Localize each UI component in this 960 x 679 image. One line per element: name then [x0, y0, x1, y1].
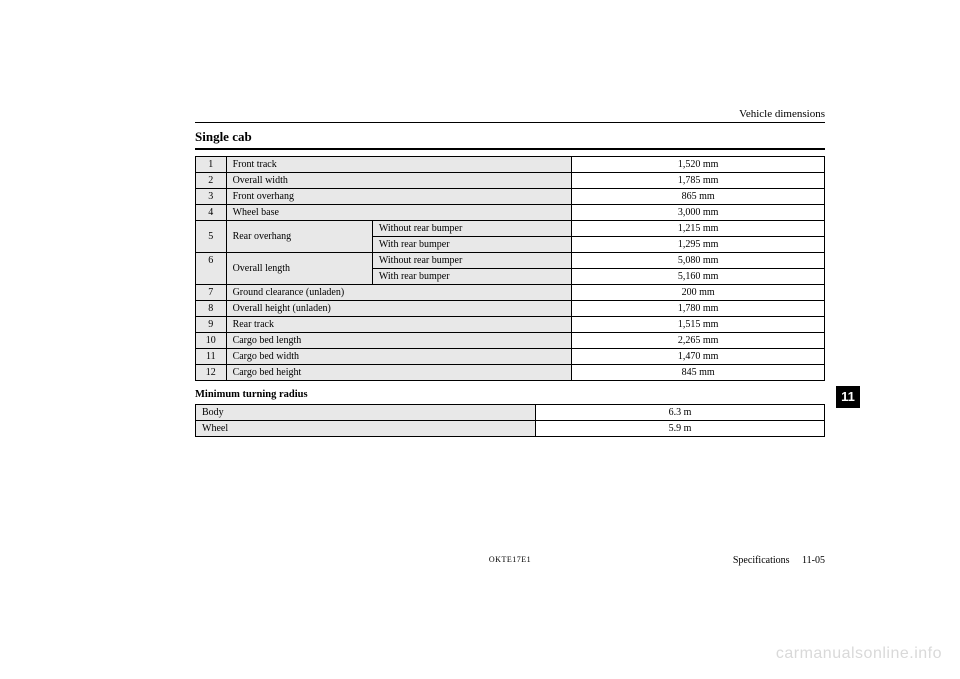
row-sublabel: Without rear bumper	[372, 221, 571, 237]
row-label: Front track	[226, 157, 572, 173]
row-value: 1,515 mm	[572, 317, 825, 333]
table-row: 8 Overall height (unladen) 1,780 mm	[196, 301, 825, 317]
section-title: Single cab	[195, 129, 825, 145]
row-label: Wheel	[196, 421, 536, 437]
table-row: 1 Front track 1,520 mm	[196, 157, 825, 173]
footer-code: OKTE17E1	[195, 555, 825, 564]
table-row: 6 Overall length Without rear bumper 5,0…	[196, 253, 825, 269]
table-row: 5 Rear overhang Without rear bumper 1,21…	[196, 221, 825, 237]
row-label: Rear overhang	[226, 221, 372, 253]
row-value: 1,470 mm	[572, 349, 825, 365]
row-value: 200 mm	[572, 285, 825, 301]
table-row: 10 Cargo bed length 2,265 mm	[196, 333, 825, 349]
row-number: 10	[196, 333, 227, 349]
turning-heading: Minimum turning radius	[195, 389, 825, 400]
row-sublabel: With rear bumper	[372, 269, 571, 285]
page-content: Vehicle dimensions Single cab 1 Front tr…	[195, 108, 825, 437]
row-value: 845 mm	[572, 365, 825, 381]
watermark: carmanualsonline.info	[776, 645, 942, 663]
row-value: 5.9 m	[536, 421, 825, 437]
row-value: 1,520 mm	[572, 157, 825, 173]
row-number: 4	[196, 205, 227, 221]
row-label: Front overhang	[226, 189, 572, 205]
row-label: Cargo bed height	[226, 365, 572, 381]
row-number: 5	[196, 221, 227, 253]
row-sublabel: With rear bumper	[372, 237, 571, 253]
section-rule	[195, 148, 825, 150]
row-number: 6	[196, 253, 227, 285]
table-row: Wheel 5.9 m	[196, 421, 825, 437]
row-label: Body	[196, 405, 536, 421]
row-label: Rear track	[226, 317, 572, 333]
table-row: 7 Ground clearance (unladen) 200 mm	[196, 285, 825, 301]
row-number: 12	[196, 365, 227, 381]
row-number: 7	[196, 285, 227, 301]
row-value: 1,215 mm	[572, 221, 825, 237]
row-number: 8	[196, 301, 227, 317]
row-label: Overall height (unladen)	[226, 301, 572, 317]
row-number: 3	[196, 189, 227, 205]
row-value: 1,295 mm	[572, 237, 825, 253]
row-sublabel: Without rear bumper	[372, 253, 571, 269]
row-label: Ground clearance (unladen)	[226, 285, 572, 301]
row-value: 5,160 mm	[572, 269, 825, 285]
table-row: 4 Wheel base 3,000 mm	[196, 205, 825, 221]
row-number: 1	[196, 157, 227, 173]
table-row: 9 Rear track 1,515 mm	[196, 317, 825, 333]
row-label: Overall length	[226, 253, 372, 285]
row-number: 11	[196, 349, 227, 365]
row-value: 1,780 mm	[572, 301, 825, 317]
row-value: 6.3 m	[536, 405, 825, 421]
table-row: 2 Overall width 1,785 mm	[196, 173, 825, 189]
row-value: 865 mm	[572, 189, 825, 205]
row-number: 2	[196, 173, 227, 189]
footer-page-number: 11-05	[802, 555, 825, 566]
header-category: Vehicle dimensions	[195, 108, 825, 120]
row-value: 1,785 mm	[572, 173, 825, 189]
row-label: Cargo bed length	[226, 333, 572, 349]
row-label: Wheel base	[226, 205, 572, 221]
header-rule	[195, 122, 825, 123]
row-value: 2,265 mm	[572, 333, 825, 349]
table-row: 11 Cargo bed width 1,470 mm	[196, 349, 825, 365]
section-tab: 11	[836, 386, 860, 408]
table-row: Body 6.3 m	[196, 405, 825, 421]
row-label: Cargo bed width	[226, 349, 572, 365]
footer-page-ref: Specifications 11-05	[733, 555, 825, 566]
dimensions-table: 1 Front track 1,520 mm 2 Overall width 1…	[195, 156, 825, 381]
turning-table: Body 6.3 m Wheel 5.9 m	[195, 404, 825, 437]
footer-section: Specifications	[733, 555, 790, 566]
table-row: 12 Cargo bed height 845 mm	[196, 365, 825, 381]
row-value: 3,000 mm	[572, 205, 825, 221]
row-label: Overall width	[226, 173, 572, 189]
row-number: 9	[196, 317, 227, 333]
table-row: 3 Front overhang 865 mm	[196, 189, 825, 205]
row-value: 5,080 mm	[572, 253, 825, 269]
